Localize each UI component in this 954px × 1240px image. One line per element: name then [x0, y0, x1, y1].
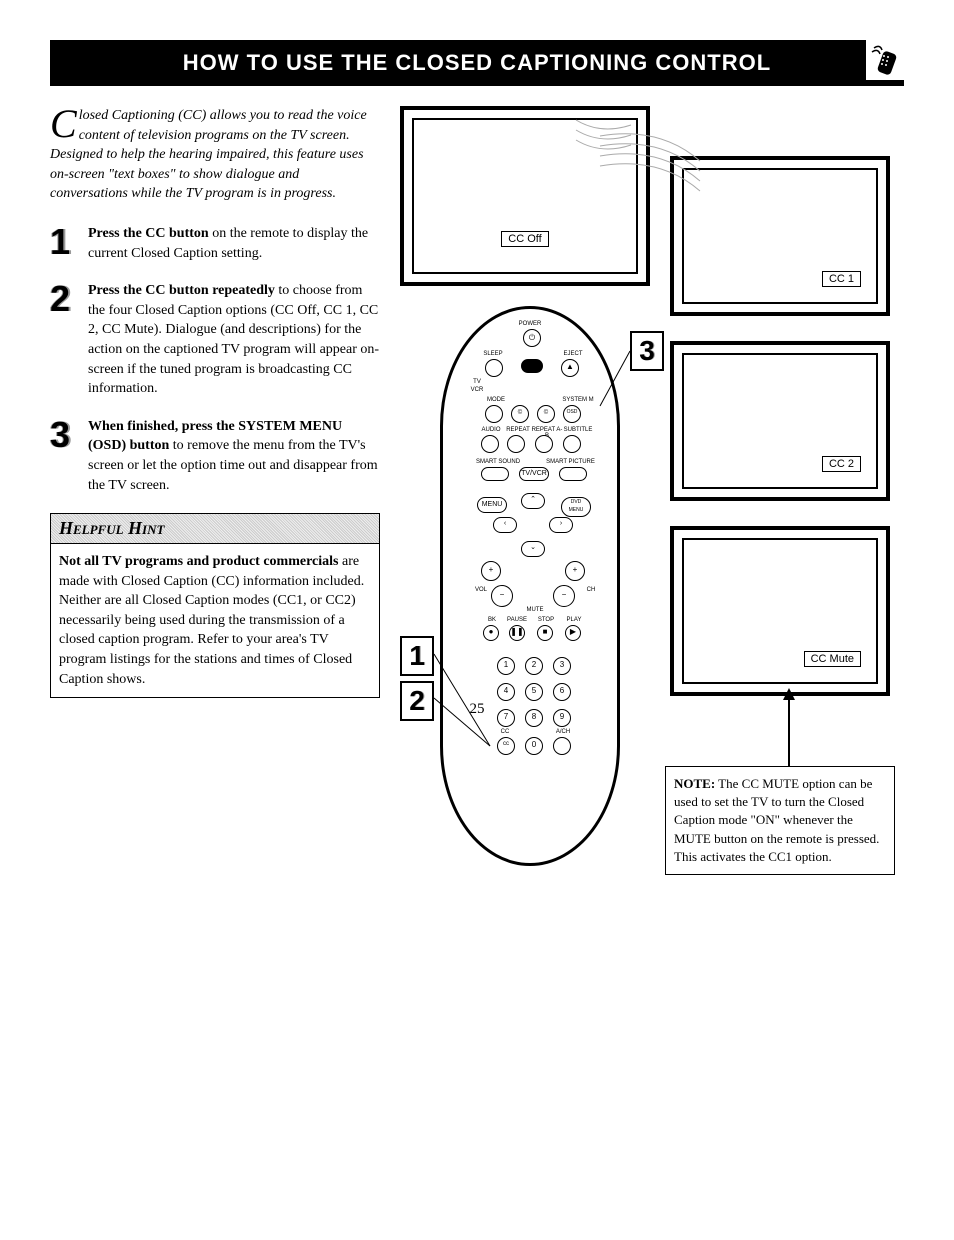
- cc-off-label: CC Off: [501, 231, 548, 247]
- intro-text: losed Captioning (CC) allows you to read…: [50, 108, 367, 201]
- helpful-hint-box: Helpful Hint Not all TV programs and pro…: [50, 513, 380, 698]
- page-title-bar: HOW TO USE THE CLOSED CAPTIONING CONTROL: [50, 40, 904, 86]
- nav-up-button[interactable]: ⌃: [521, 493, 545, 509]
- step-2: 2 Press the CC button repeatedly to choo…: [50, 281, 380, 399]
- step-body: When finished, press the SYSTEM MENU (OS…: [88, 417, 380, 495]
- intro-paragraph: Closed Captioning (CC) allows you to rea…: [50, 106, 380, 204]
- ach-button[interactable]: [553, 737, 571, 755]
- system-menu-button[interactable]: OSD: [563, 405, 581, 423]
- power-button[interactable]: ⏻: [523, 329, 541, 347]
- tvvcr-button[interactable]: TV/VCR: [519, 467, 549, 481]
- num-1-button[interactable]: 1: [497, 657, 515, 675]
- remote-corner-icon: [866, 40, 906, 80]
- hint-title: Helpful Hint: [51, 514, 379, 544]
- ccmute-label: CC Mute: [804, 651, 861, 667]
- callout-1: 1: [400, 636, 434, 676]
- num-3-button[interactable]: 3: [553, 657, 571, 675]
- pause-button[interactable]: ❚❚: [509, 625, 525, 641]
- dvd-menu-button[interactable]: DVDMENU: [561, 497, 591, 517]
- num-2-button[interactable]: 2: [525, 657, 543, 675]
- smart-sound-button[interactable]: [481, 467, 509, 481]
- ch-down-button[interactable]: −: [553, 585, 575, 607]
- cc-button-2[interactable]: ©: [537, 405, 555, 423]
- step-3: 3 When finished, press the SYSTEM MENU (…: [50, 417, 380, 495]
- vol-down-button[interactable]: −: [491, 585, 513, 607]
- num-5-button[interactable]: 5: [525, 683, 543, 701]
- tv-ccmute: CC Mute: [670, 526, 890, 696]
- stop-button[interactable]: ■: [537, 625, 553, 641]
- step-1: 1 Press the CC button on the remote to d…: [50, 224, 380, 263]
- eject-button[interactable]: ▲: [561, 359, 579, 377]
- mode-button[interactable]: [485, 405, 503, 423]
- motion-lines-icon: [571, 115, 641, 175]
- ch-up-button[interactable]: +: [565, 561, 585, 581]
- page-number: 25: [0, 701, 954, 718]
- subtitle-button[interactable]: [563, 435, 581, 453]
- tv-cc1: CC 1: [670, 156, 890, 316]
- note-box: NOTE: The CC MUTE option can be used to …: [665, 766, 895, 875]
- smart-picture-button[interactable]: [559, 467, 587, 481]
- arrow-up-icon: [783, 688, 795, 700]
- nav-right-button[interactable]: ›: [549, 517, 573, 533]
- num-4-button[interactable]: 4: [497, 683, 515, 701]
- step-body: Press the CC button on the remote to dis…: [88, 224, 380, 263]
- back-button[interactable]: ●: [483, 625, 499, 641]
- menu-button[interactable]: MENU: [477, 497, 507, 513]
- hint-body: Not all TV programs and product commerci…: [51, 544, 379, 697]
- step-number: 1: [50, 224, 78, 263]
- vol-up-button[interactable]: +: [481, 561, 501, 581]
- step-body: Press the CC button repeatedly to choose…: [88, 281, 380, 399]
- page-title: HOW TO USE THE CLOSED CAPTIONING CONTROL: [183, 50, 771, 75]
- sleep-button[interactable]: [485, 359, 503, 377]
- cc1-label: CC 1: [822, 271, 861, 287]
- remote-control: POWER ⏻ SLEEP EJECT ▲ TV VCR MODE © © SY…: [440, 306, 620, 866]
- diagram-area: CC Off CC 1 CC 2 CC Mute: [400, 106, 904, 698]
- num-6-button[interactable]: 6: [553, 683, 571, 701]
- step-number: 2: [50, 281, 78, 399]
- play-button[interactable]: ▶: [565, 625, 581, 641]
- tv-cc-off: CC Off: [400, 106, 650, 286]
- left-column: Closed Captioning (CC) allows you to rea…: [50, 106, 380, 698]
- cc2-label: CC 2: [822, 456, 861, 472]
- cc-button-1[interactable]: ©: [511, 405, 529, 423]
- callout-3: 3: [630, 331, 664, 371]
- dropcap: C: [50, 108, 77, 140]
- audio-button[interactable]: [481, 435, 499, 453]
- repeat-ab-button[interactable]: [535, 435, 553, 453]
- step-number: 3: [50, 417, 78, 495]
- middle-button-1[interactable]: [521, 359, 543, 373]
- nav-left-button[interactable]: ‹: [493, 517, 517, 533]
- nav-down-button[interactable]: ⌄: [521, 541, 545, 557]
- tv-cc2: CC 2: [670, 341, 890, 501]
- cc-button[interactable]: cc: [497, 737, 515, 755]
- repeat-button[interactable]: [507, 435, 525, 453]
- num-0-button[interactable]: 0: [525, 737, 543, 755]
